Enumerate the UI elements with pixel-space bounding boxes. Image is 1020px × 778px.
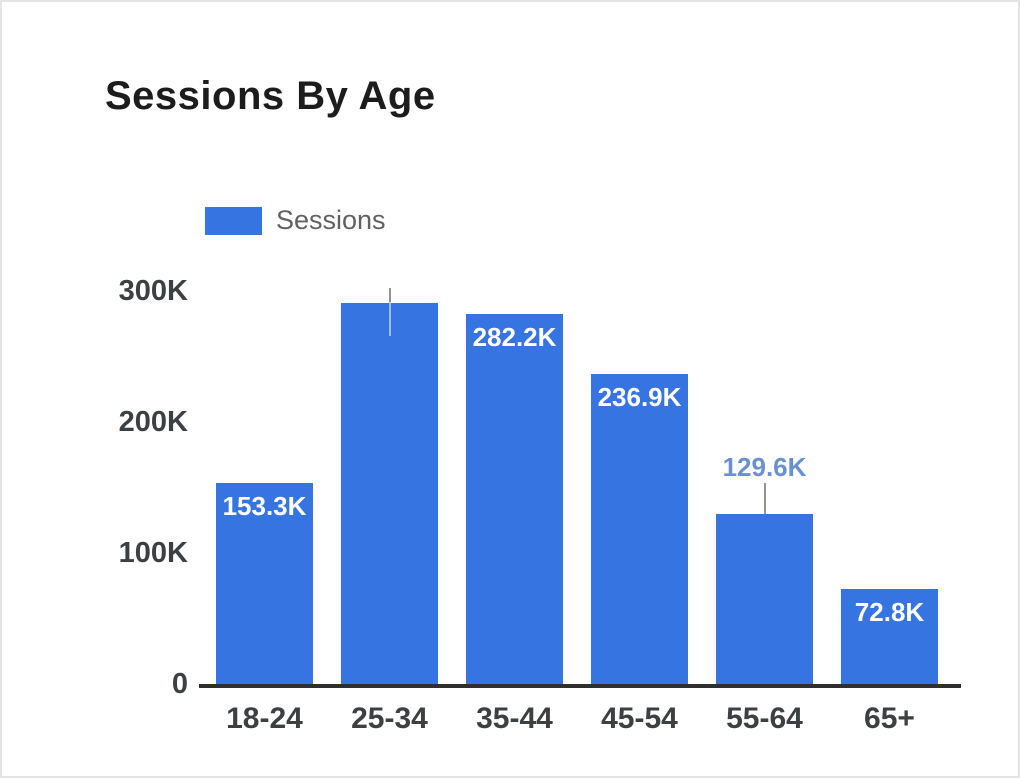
- leader-line: [764, 483, 766, 515]
- legend-label: Sessions: [276, 205, 386, 235]
- bar-65+[interactable]: [841, 588, 938, 684]
- x-tick-label: 35-44: [476, 702, 553, 735]
- x-tick-label: 55-64: [726, 702, 803, 735]
- bar-55-64[interactable]: [716, 514, 813, 684]
- bar-value-label: 72.8K: [854, 596, 925, 627]
- x-tick-label: 18-24: [226, 702, 303, 735]
- chart-title: Sessions By Age: [105, 74, 436, 118]
- bar-value-label: 236.9K: [597, 381, 682, 412]
- y-tick-label: 200K: [118, 406, 188, 438]
- x-tick-label: 25-34: [351, 702, 428, 735]
- bar-value-label: 153.3K: [222, 491, 307, 522]
- x-axis-line: [199, 684, 961, 688]
- bar-35-44[interactable]: [466, 314, 563, 684]
- legend-swatch-icon: [205, 206, 262, 235]
- bar-value-label: 129.6K: [722, 452, 807, 483]
- legend-sessions[interactable]: Sessions: [205, 205, 386, 236]
- y-tick-label: 100K: [118, 537, 188, 569]
- bar-18-24[interactable]: [216, 483, 313, 684]
- bar-45-54[interactable]: [591, 373, 688, 684]
- bar-value-label: 282.2K: [472, 322, 557, 353]
- x-tick-label: 45-54: [601, 702, 678, 735]
- bar-25-34[interactable]: [341, 302, 438, 684]
- y-tick-label: 300K: [118, 275, 188, 307]
- y-tick-label: 0: [171, 668, 188, 700]
- leader-line: [389, 287, 391, 336]
- x-tick-label: 65+: [864, 702, 915, 735]
